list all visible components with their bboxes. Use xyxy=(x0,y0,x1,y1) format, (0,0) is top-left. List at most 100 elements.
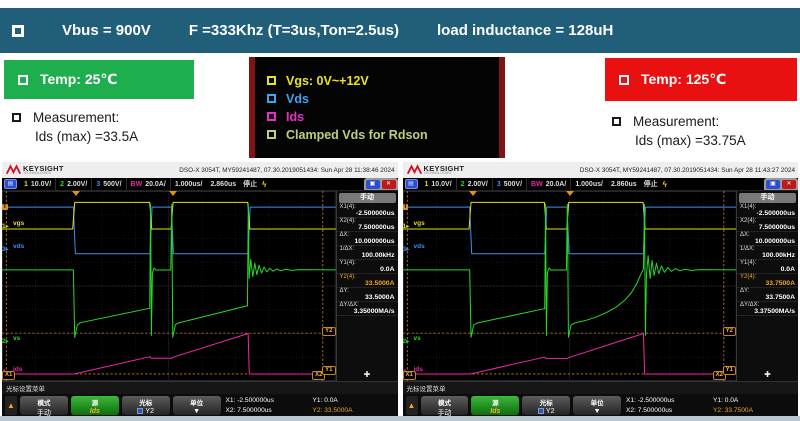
cursor-y1-tag[interactable]: Y1 xyxy=(322,365,336,375)
source-softkey[interactable]: 源 Ids xyxy=(70,396,119,415)
window-restore-button[interactable]: ▣ xyxy=(365,179,380,189)
panel-expand-button[interactable]: ✚ xyxy=(764,370,771,379)
ch3-label: vds xyxy=(13,243,25,251)
ch3-ground-marker: 3▸ xyxy=(2,246,9,254)
temp-left-label: Temp: 25℃ xyxy=(40,71,118,87)
legend-swatch-icon xyxy=(267,76,276,85)
readout-y2: Y2(4): 33.7500A xyxy=(737,274,798,288)
readout-y1: Y1(4): 0.0A xyxy=(336,260,398,274)
keysight-logo-icon xyxy=(406,164,422,176)
temp-right-label: Temp: 125℃ xyxy=(641,71,727,87)
ch2-label: vs xyxy=(13,335,21,343)
menu-x-readout: X1: -2.500000us X2: 7.500000us xyxy=(626,397,675,414)
window-close-button[interactable]: ✕ xyxy=(782,179,796,189)
channel-4-setting[interactable]: BW 20.0A/ xyxy=(527,178,572,190)
channel-1-setting[interactable]: 1 10.0V/ xyxy=(421,178,457,190)
cursor-readout-panel: 手动 X1(4): -2.500000us X2(4): 7.500000us ΔX… xyxy=(736,191,798,381)
panel-expand-button[interactable]: ✚ xyxy=(363,370,371,379)
menu-back-button[interactable]: ▲ xyxy=(405,396,418,415)
cursor-chip-icon xyxy=(537,408,544,414)
delay-ref-marker-icon xyxy=(168,191,177,196)
bullet-square-icon xyxy=(12,113,21,122)
timebase-setting[interactable]: 1.000us/ xyxy=(174,180,203,188)
menu-icon[interactable]: ▤ xyxy=(4,179,17,189)
trigger-level-marker-icon: T xyxy=(2,204,8,211)
waveform-display: T 1▸ vgs 3▸ vds 2▸ vs 4▸ ids X1 X2 Y2 Y1 xyxy=(2,191,336,381)
trigger-bolt-icon: ϟ xyxy=(662,179,667,189)
waveform-display: T 1▸ vgs 3▸ vds 2▸ vs 4▸ ids X1 X2 Y2 Y1 xyxy=(402,191,736,381)
cursor-y2-tag[interactable]: Y2 xyxy=(322,326,336,336)
cursor-x1-tag[interactable]: X1 xyxy=(2,371,16,380)
softkey-menu: 光标设置菜单 ▲ 模式 手动 源 Ids 光标 Y2 单位 ▼ X1: -2.50000… xyxy=(402,381,798,418)
readout-y2: Y2(4): 33.5000A xyxy=(336,274,398,288)
delay-readout: 2.860us xyxy=(610,180,637,188)
channel-2-setting[interactable]: 2 2.00V/ xyxy=(56,178,93,190)
window-restore-button[interactable]: ▣ xyxy=(766,179,780,189)
softkey-menu: 光标设置菜单 ▲ 模式 手动 源 Ids 光标 Y2 单位 ▼ X1: -2.50000… xyxy=(2,381,398,418)
legend-item-vds: Vds xyxy=(267,92,499,106)
scope-25c: KEYSIGHT TECHNOLOGIES DSO-X 3054T, MY592… xyxy=(2,162,398,418)
cursor-x2-tag[interactable]: X2 xyxy=(712,371,726,380)
menu-icon[interactable]: ▤ xyxy=(404,179,418,189)
menu-y-readout: Y1: 0.0A Y2: 33.5000A xyxy=(312,397,353,414)
readout-y1: Y1(4): 0.0A xyxy=(737,260,798,274)
mode-softkey[interactable]: 模式 手动 xyxy=(20,396,68,417)
readout-x1: X1(4): -2.500000us xyxy=(336,204,398,218)
menu-x-readout: X1: -2.500000us X2: 7.500000us xyxy=(225,397,274,414)
legend-label: Vgs: 0V~+12V xyxy=(286,73,369,88)
brand-sub: TECHNOLOGIES xyxy=(423,171,452,175)
cursor-y1-tag[interactable]: Y1 xyxy=(722,365,736,375)
legend-label: Vds xyxy=(286,91,309,106)
menu-back-button[interactable]: ▲ xyxy=(5,396,17,415)
freq-text: F =333Khz (T=3us,Ton=2.5us) xyxy=(188,22,400,39)
channel-1-setting[interactable]: 1 10.0V/ xyxy=(20,178,57,190)
source-softkey[interactable]: 源 Ids xyxy=(471,396,520,415)
waveform-legend: Vgs: 0V~+12V Vds Ids Clamped Vds for Rds… xyxy=(249,57,505,158)
legend-item-vgs: Vgs: 0V~+12V xyxy=(267,74,499,88)
mode-softkey[interactable]: 模式 手动 xyxy=(420,396,469,417)
cursor-x1-tag[interactable]: X1 xyxy=(402,371,416,380)
brand-sub: TECHNOLOGIES xyxy=(23,171,51,175)
vbus-text: Vbus = 900V xyxy=(62,22,151,39)
scope-model-timestamp: DSO-X 3054T, MY59241487, 07.30.201905143… xyxy=(179,166,395,174)
readout-x1: X1(4): -2.500000us xyxy=(737,204,798,218)
timebase-setting[interactable]: 1.000us/ xyxy=(575,180,603,188)
readout-inv-dx: 1/ΔX: 100.00kHz xyxy=(336,246,398,260)
legend-label: Clamped Vds for Rdson xyxy=(286,127,428,142)
readout-dx: ΔX: 10.000000us xyxy=(336,232,398,246)
readout-dy: ΔY: 33.7500A xyxy=(737,288,798,302)
readout-dy-dx: ΔY/ΔX: 3.35000MA/s xyxy=(336,302,398,316)
channel-3-setting[interactable]: 3 500V/ xyxy=(92,178,127,190)
legend-label: Ids xyxy=(286,109,305,124)
channel-2-setting[interactable]: 2 2.00V/ xyxy=(457,178,493,190)
cursor-x2-tag[interactable]: X2 xyxy=(312,371,326,380)
scope-125c: KEYSIGHT TECHNOLOGIES DSO-X 3054T, MY592… xyxy=(402,162,798,418)
units-softkey[interactable]: 单位 ▼ xyxy=(172,396,221,415)
ch1-ground-marker: 1▸ xyxy=(402,223,410,231)
window-close-button[interactable]: ✕ xyxy=(381,179,396,189)
channel-4-setting[interactable]: BW 20.0A/ xyxy=(127,178,171,190)
cursor-softkey[interactable]: 光标 Y2 xyxy=(522,396,571,415)
cursor-mode-header: 手动 xyxy=(739,193,796,203)
channel-bar: ▤ 1 10.0V/ 2 2.00V/ 3 500V/ BW 20.0A/ 1.000u… xyxy=(402,178,798,191)
cursor-softkey[interactable]: 光标 Y2 xyxy=(121,396,170,415)
scope-header: KEYSIGHT TECHNOLOGIES DSO-X 3054T, MY592… xyxy=(2,162,398,178)
cursor-chip-icon xyxy=(137,408,144,414)
cursor-y2-tag[interactable]: Y2 xyxy=(722,326,736,336)
menu-title: 光标设置菜单 xyxy=(2,381,398,394)
channel-bar: ▤ 1 10.0V/ 2 2.00V/ 3 500V/ BW 20.0A/ 1.000u… xyxy=(2,178,398,191)
units-softkey[interactable]: 单位 ▼ xyxy=(573,396,621,415)
trigger-time-marker-icon xyxy=(469,191,478,196)
measurement-left-value: Ids (max) =33.5A xyxy=(35,129,139,144)
keysight-logo-icon xyxy=(6,164,21,176)
delay-readout: 2.860us xyxy=(210,180,237,188)
legend-swatch-icon xyxy=(267,112,276,121)
measurement-right-value: Ids (max) =33.75A xyxy=(635,133,746,148)
readout-dy: ΔY: 33.5000A xyxy=(336,288,398,302)
load-text: load inductance = 128uH xyxy=(437,22,614,39)
channel-3-setting[interactable]: 3 500V/ xyxy=(493,178,528,190)
cursor-mode-header: 手动 xyxy=(338,193,396,203)
brand-name: KEYSIGHT xyxy=(423,163,465,173)
ch1-label: vgs xyxy=(413,220,425,228)
